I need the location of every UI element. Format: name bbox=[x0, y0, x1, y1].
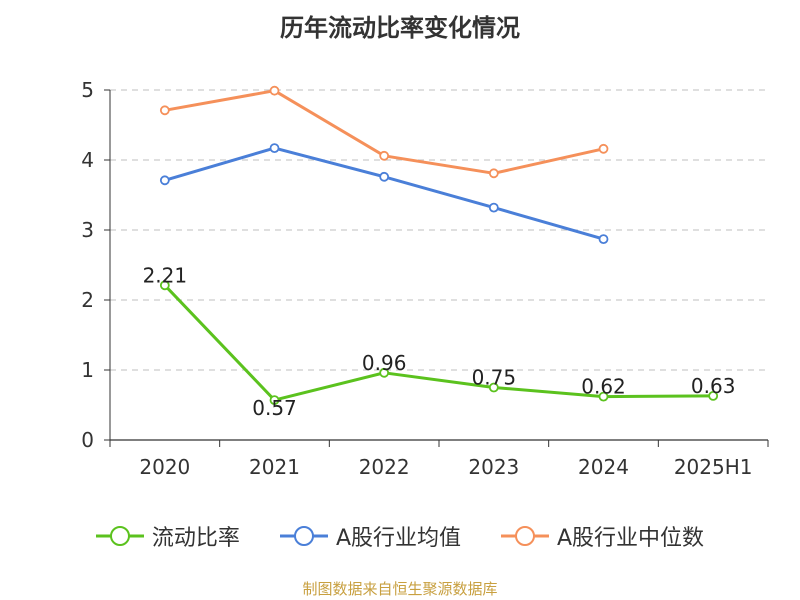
data-label: 0.75 bbox=[472, 366, 517, 390]
legend: 流动比率 A股行业均值 A股行业中位数 bbox=[0, 520, 800, 552]
data-point bbox=[159, 280, 170, 291]
data-label: 0.62 bbox=[581, 375, 626, 399]
line-chart: 0 1 2 3 4 5 2020 2021 2022 2023 2024 2025H1 2.21 0.5… bbox=[81, 78, 769, 479]
data-point bbox=[379, 171, 390, 182]
legend-line-circle-icon bbox=[279, 526, 328, 546]
data-point bbox=[269, 85, 280, 96]
data-point bbox=[708, 390, 719, 401]
data-point bbox=[488, 382, 499, 393]
legend-line-circle-icon bbox=[95, 526, 144, 546]
data-point bbox=[269, 395, 280, 406]
data-label: 2.21 bbox=[143, 263, 188, 287]
data-point bbox=[379, 367, 390, 378]
x-tick-label: 2020 bbox=[139, 455, 190, 479]
data-label: 0.57 bbox=[252, 396, 297, 420]
data-point bbox=[598, 234, 609, 245]
chart-title: 历年流动比率变化情况 bbox=[280, 14, 520, 42]
data-label: 0.63 bbox=[691, 374, 736, 398]
legend-item[interactable]: A股行业中位数 bbox=[501, 520, 704, 552]
series-line bbox=[163, 284, 714, 402]
grid-layer bbox=[110, 89, 768, 371]
source-note: 制图数据来自恒生聚源数据库 bbox=[302, 580, 498, 598]
y-tick-label: 1 bbox=[81, 358, 94, 382]
data-point bbox=[159, 175, 170, 186]
data-point bbox=[598, 391, 609, 402]
y-tick-label: 3 bbox=[81, 218, 94, 242]
data-label: 0.96 bbox=[362, 351, 407, 375]
x-tick-label: 2025H1 bbox=[674, 455, 753, 479]
y-tick-label: 4 bbox=[81, 148, 94, 172]
label-layer: 2.21 0.57 0.96 0.75 0.62 0.63 bbox=[143, 263, 736, 420]
x-tick-label: 2024 bbox=[578, 455, 629, 479]
data-point bbox=[488, 202, 499, 213]
legend-line-circle-icon bbox=[501, 526, 549, 546]
data-point bbox=[159, 105, 170, 116]
legend-label: A股行业均值 bbox=[335, 526, 461, 551]
axis-layer: 0 1 2 3 4 5 2020 2021 2022 2023 2024 2025H1 bbox=[81, 78, 769, 479]
series-line bbox=[164, 146, 604, 241]
x-tick-label: 2022 bbox=[359, 455, 410, 479]
series-layer bbox=[159, 85, 719, 406]
x-tick-label: 2021 bbox=[249, 455, 300, 479]
y-tick-label: 2 bbox=[81, 288, 94, 312]
data-point bbox=[379, 150, 390, 161]
legend-item[interactable]: A股行业均值 bbox=[279, 520, 461, 552]
data-point bbox=[598, 143, 609, 154]
y-tick-label: 5 bbox=[81, 78, 94, 102]
data-point bbox=[488, 168, 499, 179]
legend-label: 流动比率 bbox=[151, 526, 240, 551]
y-tick-label: 0 bbox=[81, 428, 94, 452]
legend-label: A股行业中位数 bbox=[557, 526, 705, 551]
data-point bbox=[269, 143, 280, 154]
legend-item[interactable]: 流动比率 bbox=[95, 520, 240, 552]
x-tick-label: 2023 bbox=[468, 455, 519, 479]
